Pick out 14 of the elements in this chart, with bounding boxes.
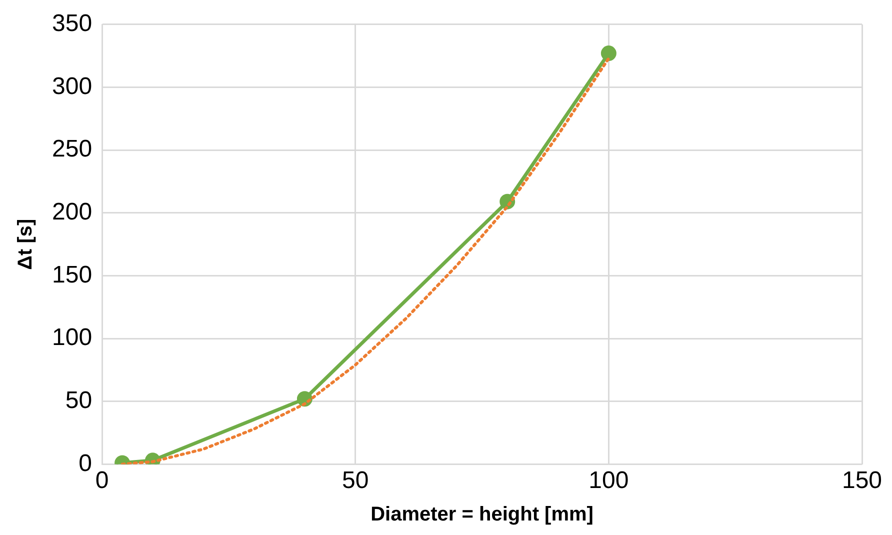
point: [600, 46, 616, 62]
x-tick-label: 50: [342, 467, 369, 494]
x-tick-label: 150: [842, 467, 882, 494]
y-tick-label: 300: [52, 72, 92, 100]
x-axis-title: Diameter = height [mm]: [370, 504, 594, 526]
y-tick-label: 350: [52, 10, 92, 38]
y-tick-label: 0: [78, 450, 92, 477]
y-tick-label: 200: [52, 198, 92, 226]
y-tick-label: 150: [52, 261, 92, 288]
y-tick-label: 100: [52, 324, 92, 352]
y-tick-label: 250: [52, 136, 92, 163]
x-tick-label: 100: [588, 467, 629, 494]
y-tick-label: 50: [65, 386, 92, 414]
y-axis-title: Δt [s]: [14, 218, 37, 270]
